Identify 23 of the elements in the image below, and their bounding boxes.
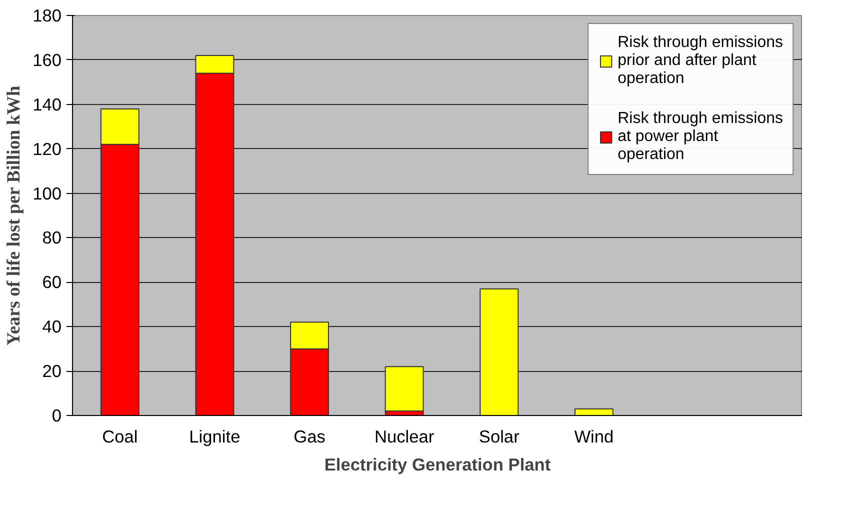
x-tick-label: Coal [102, 426, 138, 446]
x-axis-title: Electricity Generation Plant [324, 454, 551, 474]
y-tick-label: 60 [42, 272, 62, 292]
y-tick-label: 120 [32, 138, 62, 159]
y-tick-label: 40 [42, 316, 62, 337]
y-tick-label: 140 [32, 94, 62, 114]
x-tick-label: Wind [574, 426, 614, 446]
x-tick-label: Solar [478, 426, 520, 446]
y-tick-label: 0 [52, 406, 62, 426]
x-tick-label: Nuclear [374, 426, 434, 446]
bar [480, 288, 519, 416]
x-tick-label: Lignite [189, 426, 240, 446]
y-axis-title: Years of life lost per Billion kWh [4, 85, 25, 346]
y-tick-label: 160 [32, 50, 62, 70]
legend-label: Risk through emissions at power plant operation [618, 110, 783, 164]
y-tick-label: 20 [42, 361, 62, 382]
y-tick-label: 180 [32, 6, 62, 26]
bar [574, 408, 614, 416]
y-tick-label: 100 [32, 183, 62, 204]
x-tick-label: Gas [294, 426, 326, 446]
bar [384, 366, 424, 412]
legend-label: Risk through emissions prior and after plant operation [618, 34, 783, 88]
y-tick-label: 80 [42, 228, 62, 248]
